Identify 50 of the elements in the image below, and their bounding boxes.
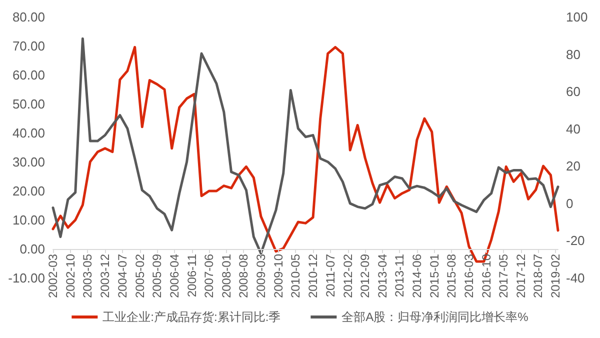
x-tick-label: 2004-07 [115, 254, 130, 298]
x-tick-label: 2015-08 [444, 254, 459, 298]
x-tick-label: 2011-07 [323, 254, 338, 298]
x-tick-label: 2018-07 [531, 254, 546, 298]
x-tick-label: 2017-05 [496, 254, 511, 298]
y-tick-label: 60.00 [12, 68, 45, 82]
y2-tick-label: 40 [566, 121, 580, 136]
y-tick-label: 80.00 [12, 10, 45, 24]
legend-label: 全部A股：归母净利润同比增长率% [342, 310, 529, 324]
y-tick-label: 20.00 [12, 184, 45, 198]
x-tick-label: 2009-10 [271, 254, 286, 298]
x-tick-label: 2013-11 [392, 254, 407, 298]
y-tick-label: -10.00 [8, 270, 45, 286]
y-tick-label: 40.00 [12, 126, 45, 140]
y-tick-label: 0.00 [20, 242, 45, 256]
y-tick-label: 70.00 [12, 38, 45, 54]
x-tick-label: 2016-10 [479, 254, 494, 298]
x-tick-label: 2003-05 [80, 254, 95, 298]
y-tick-label: 30.00 [12, 154, 45, 170]
x-tick-label: 2012-09 [358, 254, 372, 298]
x-tick-label: 2017-12 [514, 254, 528, 298]
x-tick-label: 2010-05 [288, 254, 303, 298]
x-tick-label: 2005-02 [132, 254, 147, 298]
x-tick-label: 2012-02 [340, 254, 355, 298]
x-tick-label: 2007-06 [202, 254, 216, 298]
x-tick-label: 2005-09 [150, 254, 164, 298]
x-tick-label: 2008-01 [219, 254, 234, 298]
y2-tick-label: -40 [566, 270, 585, 286]
x-tick-label: 2002-03 [46, 254, 60, 298]
y2-tick-label: -20 [566, 233, 585, 248]
y2-tick-label: 60 [566, 84, 580, 100]
y2-tick-label: 20 [566, 158, 580, 174]
x-tick-label: 2008-08 [236, 254, 251, 298]
y2-tick-label: 0 [566, 196, 574, 211]
x-tick-label: 2014-06 [410, 254, 424, 298]
x-tick-label: 2016-03 [462, 254, 476, 298]
x-tick-label: 2009-03 [254, 254, 268, 298]
x-tick-label: 2006-11 [184, 254, 199, 298]
y-tick-label: 50.00 [12, 96, 45, 112]
x-tick-label: 2019-02 [548, 254, 563, 298]
x-tick-label: 2006-04 [167, 254, 182, 298]
y-tick-label: 10.00 [12, 212, 45, 228]
x-tick-label: 2003-12 [98, 254, 112, 298]
legend-label: 工业企业:产成品存货:累计同比:季 [102, 310, 281, 324]
x-tick-label: 2015-01 [427, 254, 442, 298]
y2-tick-label: 80 [566, 46, 580, 62]
x-tick-label: 2010-12 [306, 254, 320, 298]
x-tick-label: 2013-04 [375, 254, 390, 298]
x-tick-label: 2002-10 [63, 254, 78, 298]
y2-tick-label: 100 [566, 10, 588, 24]
